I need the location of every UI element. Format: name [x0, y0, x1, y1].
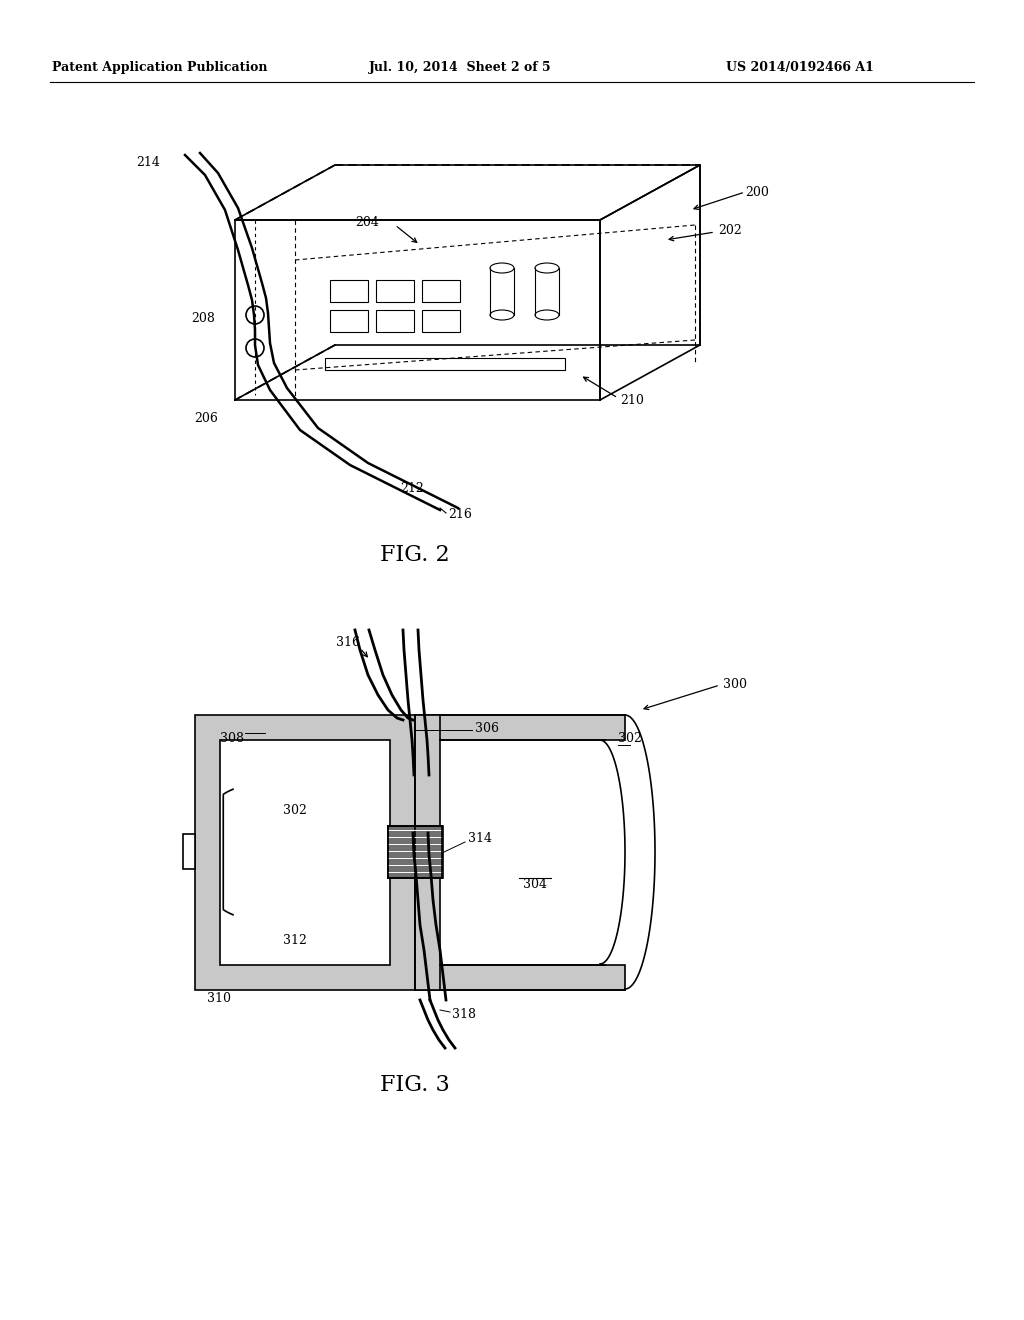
Bar [330, 310, 368, 333]
Text: 308: 308 [220, 731, 244, 744]
Bar [415, 715, 625, 741]
Bar [195, 715, 415, 990]
Bar [183, 834, 195, 869]
Text: 302: 302 [283, 804, 307, 817]
Text: 302: 302 [618, 731, 642, 744]
Text: 204: 204 [355, 215, 379, 228]
Text: 304: 304 [523, 879, 547, 891]
Bar [325, 358, 565, 370]
Text: 318: 318 [452, 1008, 476, 1022]
Text: 208: 208 [191, 312, 215, 325]
Text: Patent Application Publication: Patent Application Publication [52, 62, 267, 74]
Bar [415, 715, 440, 990]
Text: 312: 312 [283, 933, 307, 946]
Text: 202: 202 [718, 223, 741, 236]
Text: FIG. 2: FIG. 2 [380, 544, 450, 566]
Bar [330, 280, 368, 302]
Bar [376, 310, 414, 333]
Text: US 2014/0192466 A1: US 2014/0192466 A1 [726, 62, 873, 74]
Bar [415, 965, 625, 990]
Bar [422, 310, 460, 333]
Text: 216: 216 [449, 508, 472, 521]
Bar [376, 280, 414, 302]
Text: FIG. 3: FIG. 3 [380, 1074, 450, 1096]
Bar [422, 280, 460, 302]
Text: 314: 314 [468, 832, 492, 845]
Text: 210: 210 [620, 393, 644, 407]
Text: 200: 200 [745, 186, 769, 198]
Text: 206: 206 [195, 412, 218, 425]
Bar [388, 826, 443, 878]
Text: 306: 306 [475, 722, 499, 734]
Text: 316: 316 [336, 636, 360, 649]
Text: 300: 300 [723, 678, 746, 692]
Text: 214: 214 [136, 156, 160, 169]
Bar [220, 741, 390, 965]
Text: 310: 310 [207, 991, 231, 1005]
Text: 212: 212 [400, 482, 424, 495]
Text: Jul. 10, 2014  Sheet 2 of 5: Jul. 10, 2014 Sheet 2 of 5 [369, 62, 551, 74]
